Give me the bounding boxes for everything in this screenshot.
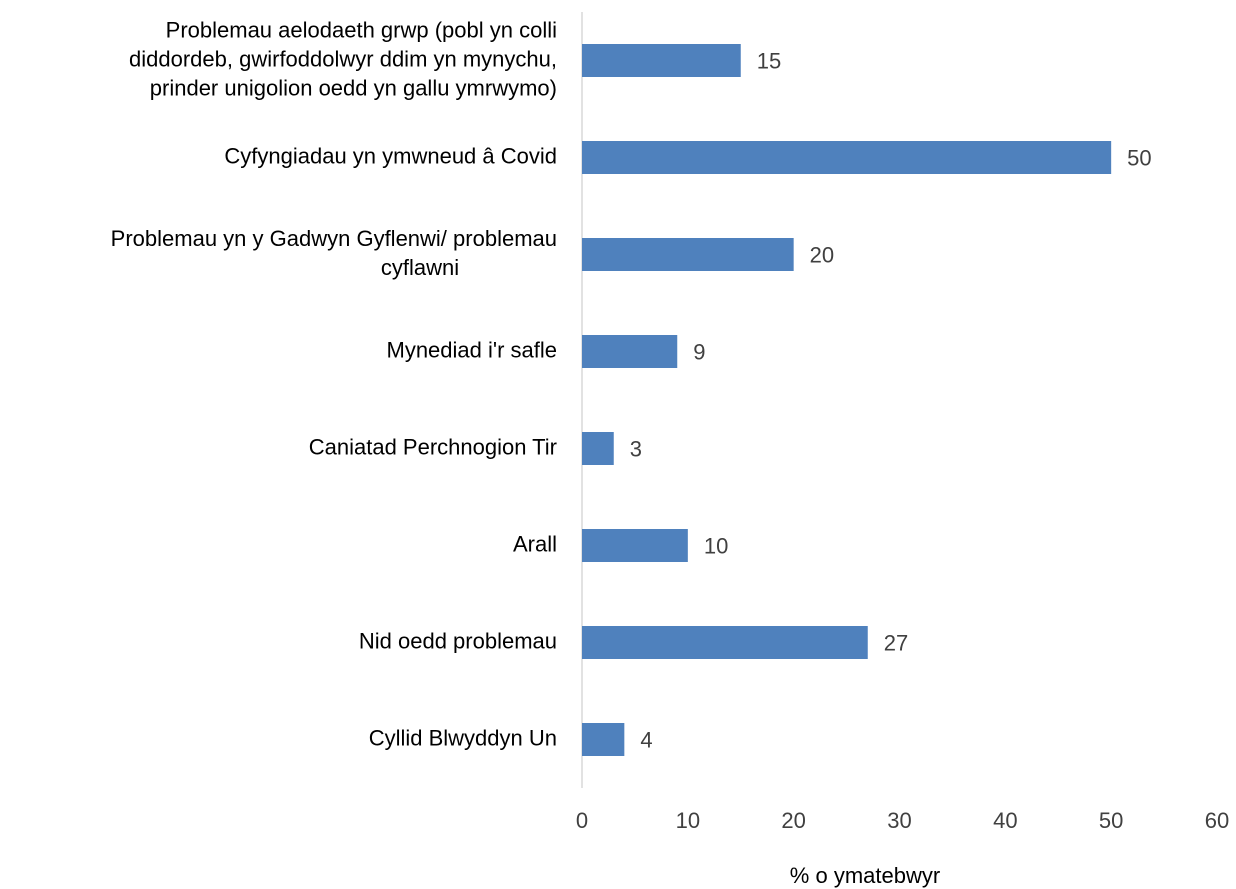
bar — [582, 432, 614, 465]
value-label: 3 — [630, 436, 642, 461]
bar — [582, 44, 741, 77]
x-tick-label: 10 — [676, 808, 700, 833]
value-label: 50 — [1127, 145, 1151, 170]
bar — [582, 141, 1112, 174]
value-label: 27 — [884, 630, 908, 655]
x-tick-label: 20 — [781, 808, 805, 833]
x-tick-label: 40 — [993, 808, 1017, 833]
x-axis-title: % o ymatebwyr — [790, 863, 940, 888]
x-tick-label: 50 — [1099, 808, 1123, 833]
value-label: 20 — [810, 242, 834, 267]
y-tick-label: Cyllid Blwyddyn Un — [369, 725, 557, 750]
value-label: 15 — [757, 48, 781, 73]
bar — [582, 723, 625, 756]
bar — [582, 335, 678, 368]
y-tick-label: Caniatad Perchnogion Tir — [309, 434, 557, 459]
value-label: 4 — [640, 727, 652, 752]
y-tick-label: Problemau aelodaeth grwp (pobl yn colli d… — [129, 17, 557, 100]
x-tick-label: 60 — [1205, 808, 1229, 833]
value-label: 9 — [693, 339, 705, 364]
bar — [582, 529, 688, 562]
bar — [582, 238, 794, 271]
x-tick-label: 30 — [887, 808, 911, 833]
x-tick-label: 0 — [576, 808, 588, 833]
y-tick-label: Nid oedd problemau — [359, 628, 557, 653]
y-tick-label: Mynediad i'r safle — [387, 337, 558, 362]
bar — [582, 626, 868, 659]
y-tick-label: Arall — [513, 531, 557, 556]
y-tick-label: Cyfyngiadau yn ymwneud â Covid — [224, 143, 557, 168]
value-label: 10 — [704, 533, 728, 558]
y-tick-label: Problemau yn y Gadwyn Gyflenwi/ problema… — [111, 226, 557, 280]
